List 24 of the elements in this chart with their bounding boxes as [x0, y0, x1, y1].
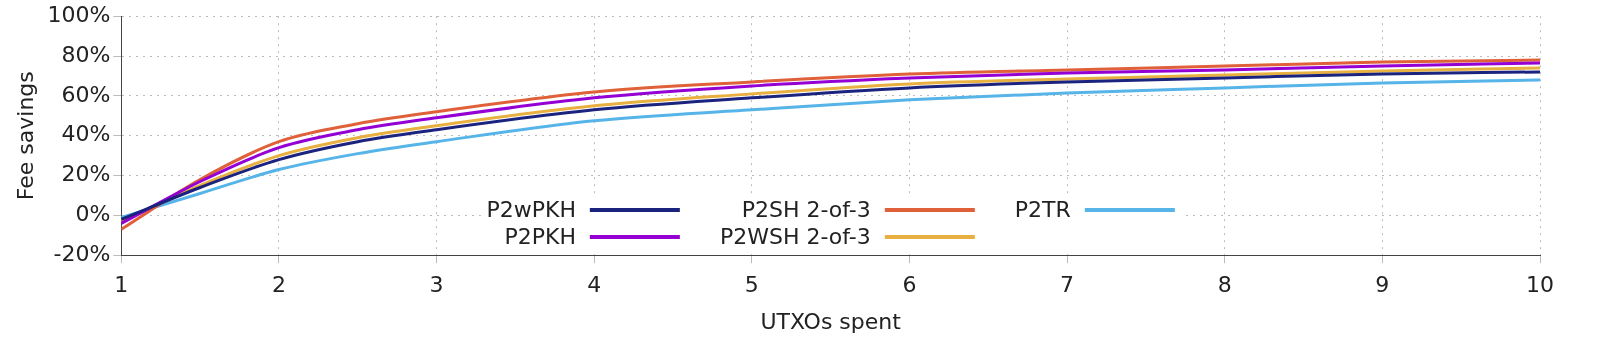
x-tick-label: 7: [1060, 272, 1075, 298]
y-tick-label: 40%: [61, 121, 111, 147]
y-tick-label: -20%: [53, 240, 111, 266]
y-axis-title: Fee savings: [12, 71, 38, 201]
x-tick-label: 10: [1526, 272, 1554, 298]
legend-label: P2wPKH: [486, 197, 576, 223]
legend-label: P2PKH: [504, 224, 576, 250]
y-tick-label: 20%: [61, 161, 111, 187]
x-tick-label: 2: [271, 272, 286, 298]
x-tick-label: 9: [1375, 272, 1390, 298]
x-tick-label: 3: [429, 272, 444, 298]
y-tick-label: 100%: [47, 1, 111, 27]
x-tick-label: 5: [744, 272, 759, 298]
x-tick-label: 8: [1217, 272, 1232, 298]
x-tick-label: 1: [114, 272, 129, 298]
legend-label: P2WSH 2-of-3: [719, 224, 871, 250]
x-axis-title: UTXOs spent: [760, 308, 902, 334]
y-tick-label: 0%: [75, 201, 111, 227]
x-tick-label: 6: [902, 272, 917, 298]
y-tick-label: 60%: [61, 81, 111, 107]
x-tick-label: 4: [587, 272, 602, 298]
y-tick-label: 80%: [61, 41, 111, 67]
legend-label: P2TR: [1014, 197, 1071, 223]
legend-label: P2SH 2-of-3: [741, 197, 871, 223]
